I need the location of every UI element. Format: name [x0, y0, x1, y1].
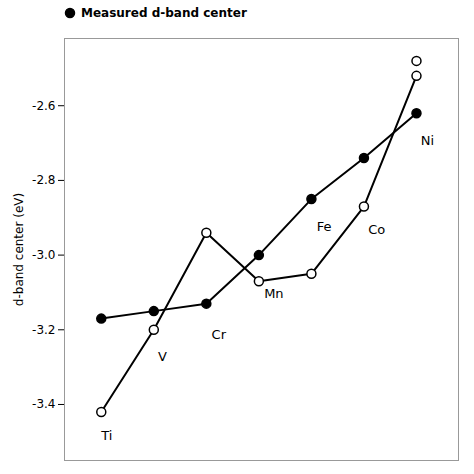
svg-text:Ni: Ni [421, 133, 434, 148]
svg-text:-3.0: -3.0 [32, 248, 55, 262]
svg-text:d-band center (eV): d-band center (eV) [12, 193, 26, 306]
svg-text:V: V [158, 349, 167, 364]
html-text:Measured d-band center: Measured d-band center [81, 6, 247, 20]
svg-text:Cr: Cr [212, 327, 227, 342]
svg-text:-3.2: -3.2 [32, 323, 55, 337]
svg-text:Co: Co [368, 222, 385, 237]
svg-text:-2.8: -2.8 [32, 173, 55, 187]
svg-text:Fe: Fe [317, 219, 332, 234]
svg-text:Ti: Ti [100, 428, 112, 443]
svg-text:Mn: Mn [264, 286, 283, 301]
svg-text:-2.6: -2.6 [32, 99, 55, 113]
svg-text:-3.4: -3.4 [32, 397, 55, 411]
